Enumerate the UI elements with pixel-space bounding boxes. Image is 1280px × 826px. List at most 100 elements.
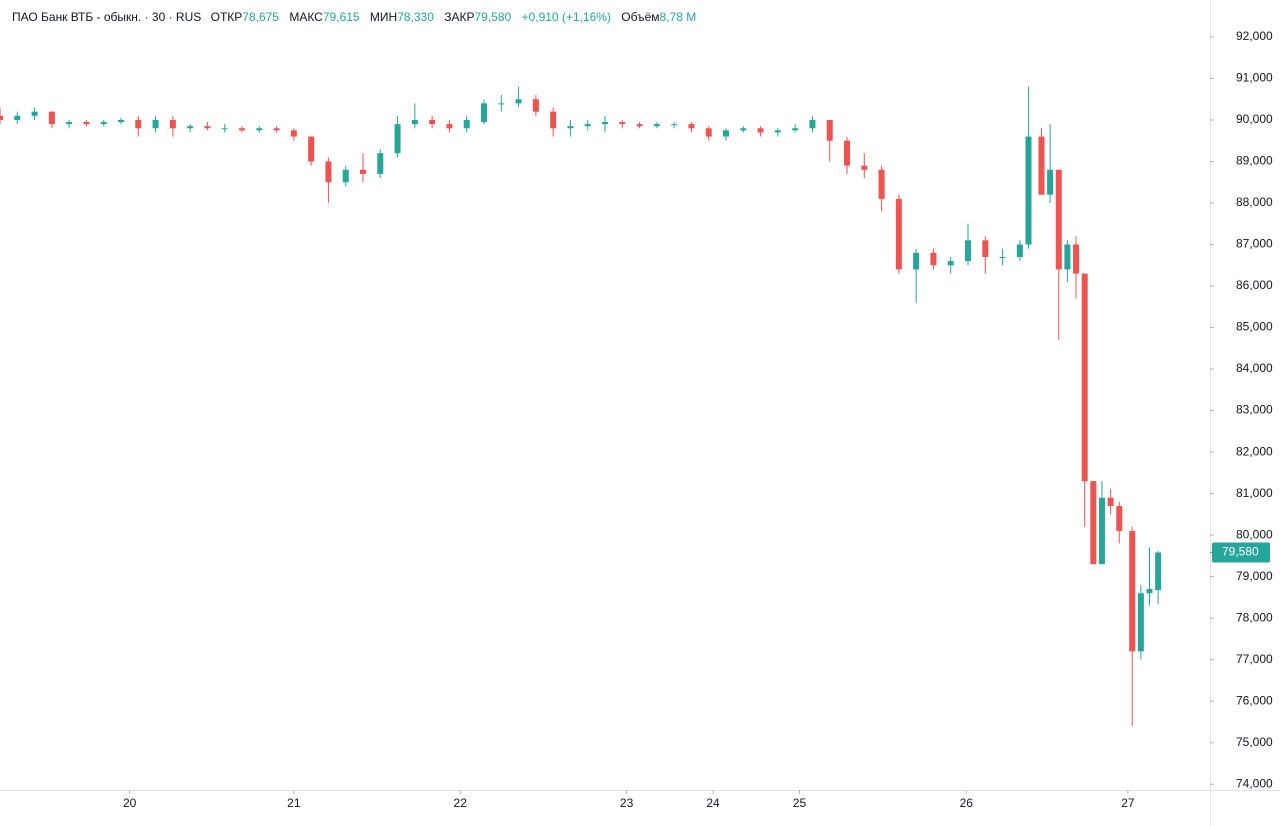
candle-body — [550, 111, 557, 129]
candle-body — [602, 122, 608, 125]
candle-body — [895, 198, 902, 270]
candle-body — [308, 136, 315, 162]
candle-body — [66, 122, 73, 125]
candle-body — [826, 119, 833, 141]
candle-body — [792, 128, 799, 131]
candle-body — [118, 119, 124, 123]
y-tick-label: 75,000 — [1236, 735, 1273, 749]
candle-body — [653, 124, 660, 127]
candle-body — [360, 169, 366, 174]
candle-body — [429, 119, 436, 125]
candle-body — [239, 128, 245, 131]
candle-body — [619, 122, 626, 125]
candle-body — [1155, 552, 1162, 591]
candle-body — [342, 169, 349, 183]
y-tick-label: 92,000 — [1236, 29, 1273, 43]
y-tick-label: 84,000 — [1236, 361, 1273, 375]
symbol: ПАО Банк ВТБ - обыкн. · 30 · RUS — [12, 10, 202, 24]
candle-body — [584, 124, 591, 127]
candle-body — [999, 256, 1006, 258]
candle-body — [1047, 169, 1054, 195]
candle-body — [83, 122, 90, 125]
last-price-label: 79,580 — [1222, 545, 1259, 559]
y-tick-label: 76,000 — [1236, 693, 1273, 707]
x-tick-label: 23 — [620, 796, 634, 810]
x-tick-label: 25 — [793, 796, 807, 810]
volume-value: 8,78 M — [659, 10, 697, 24]
last-price-box — [1212, 542, 1270, 563]
candle-body — [1064, 244, 1071, 270]
candle-body — [913, 252, 920, 270]
candle-body — [1055, 169, 1062, 270]
candle-body — [809, 119, 816, 129]
candle-body — [1107, 497, 1114, 507]
open-key: ОТКР — [210, 10, 243, 24]
candle-body — [965, 240, 971, 262]
volume-key: Объём — [621, 10, 660, 24]
y-tick-label: 91,000 — [1236, 71, 1273, 85]
candle-body — [377, 153, 384, 174]
candle-body — [982, 240, 989, 257]
candle-body — [1137, 593, 1144, 652]
candle-body — [1098, 497, 1105, 565]
y-tick-label: 88,000 — [1236, 195, 1273, 209]
low-key: МИН — [369, 10, 398, 24]
candle-body — [446, 124, 453, 129]
y-tick-label: 82,000 — [1236, 444, 1273, 458]
candle-body — [688, 124, 695, 129]
candle-body — [14, 115, 21, 120]
y-tick-label: 90,000 — [1236, 112, 1273, 126]
candle-body — [740, 128, 747, 131]
candle-body — [705, 128, 712, 137]
candle-body — [532, 99, 539, 112]
candle-body — [273, 128, 280, 131]
candle-body — [187, 126, 194, 129]
candle-body — [411, 119, 418, 125]
candle-body — [100, 122, 107, 125]
candle-body — [1129, 530, 1136, 652]
candle-body — [1081, 273, 1088, 482]
candle-body — [1038, 136, 1045, 195]
candle-body — [204, 126, 211, 129]
y-tick-label: 79,000 — [1236, 569, 1273, 583]
change: +0,910 (+1,16%) — [521, 10, 611, 24]
candle-body — [152, 119, 159, 129]
candle-body — [394, 124, 401, 154]
candle-body — [878, 169, 885, 199]
close-value: 79,580 — [474, 10, 512, 24]
candle-body — [671, 124, 678, 126]
candle-body — [1090, 481, 1097, 565]
high-key: МАКС — [289, 10, 323, 24]
x-tick-label: 27 — [1121, 796, 1135, 810]
candle-body — [844, 140, 850, 166]
y-tick-label: 89,000 — [1236, 154, 1273, 168]
candle-body — [169, 119, 176, 129]
y-tick-label: 77,000 — [1236, 652, 1273, 666]
candle-body — [723, 130, 729, 137]
candle-body — [221, 128, 228, 130]
x-tick-label: 20 — [123, 796, 137, 810]
candle-body — [256, 128, 263, 131]
candle-body — [135, 119, 142, 129]
candle-body — [1025, 136, 1032, 245]
candle-body — [947, 261, 954, 266]
x-tick-label: 26 — [960, 796, 974, 810]
high-value: 79,615 — [322, 10, 360, 24]
candle-body — [1016, 244, 1023, 257]
candle-body — [757, 128, 764, 133]
x-tick-label: 21 — [287, 796, 301, 810]
candle-body — [1116, 506, 1123, 531]
x-tick-label: 22 — [454, 796, 468, 810]
candle-body — [567, 126, 574, 129]
candle-body — [463, 119, 470, 129]
y-tick-label: 78,000 — [1236, 610, 1273, 624]
open-value: 78,675 — [242, 10, 279, 24]
close-key: ЗАКР — [444, 10, 475, 24]
candle-body — [774, 130, 781, 133]
x-tick-label: 24 — [706, 796, 720, 810]
y-tick-label: 81,000 — [1236, 486, 1273, 500]
candle-body — [1146, 589, 1153, 594]
y-tick-label: 80,000 — [1236, 527, 1273, 541]
